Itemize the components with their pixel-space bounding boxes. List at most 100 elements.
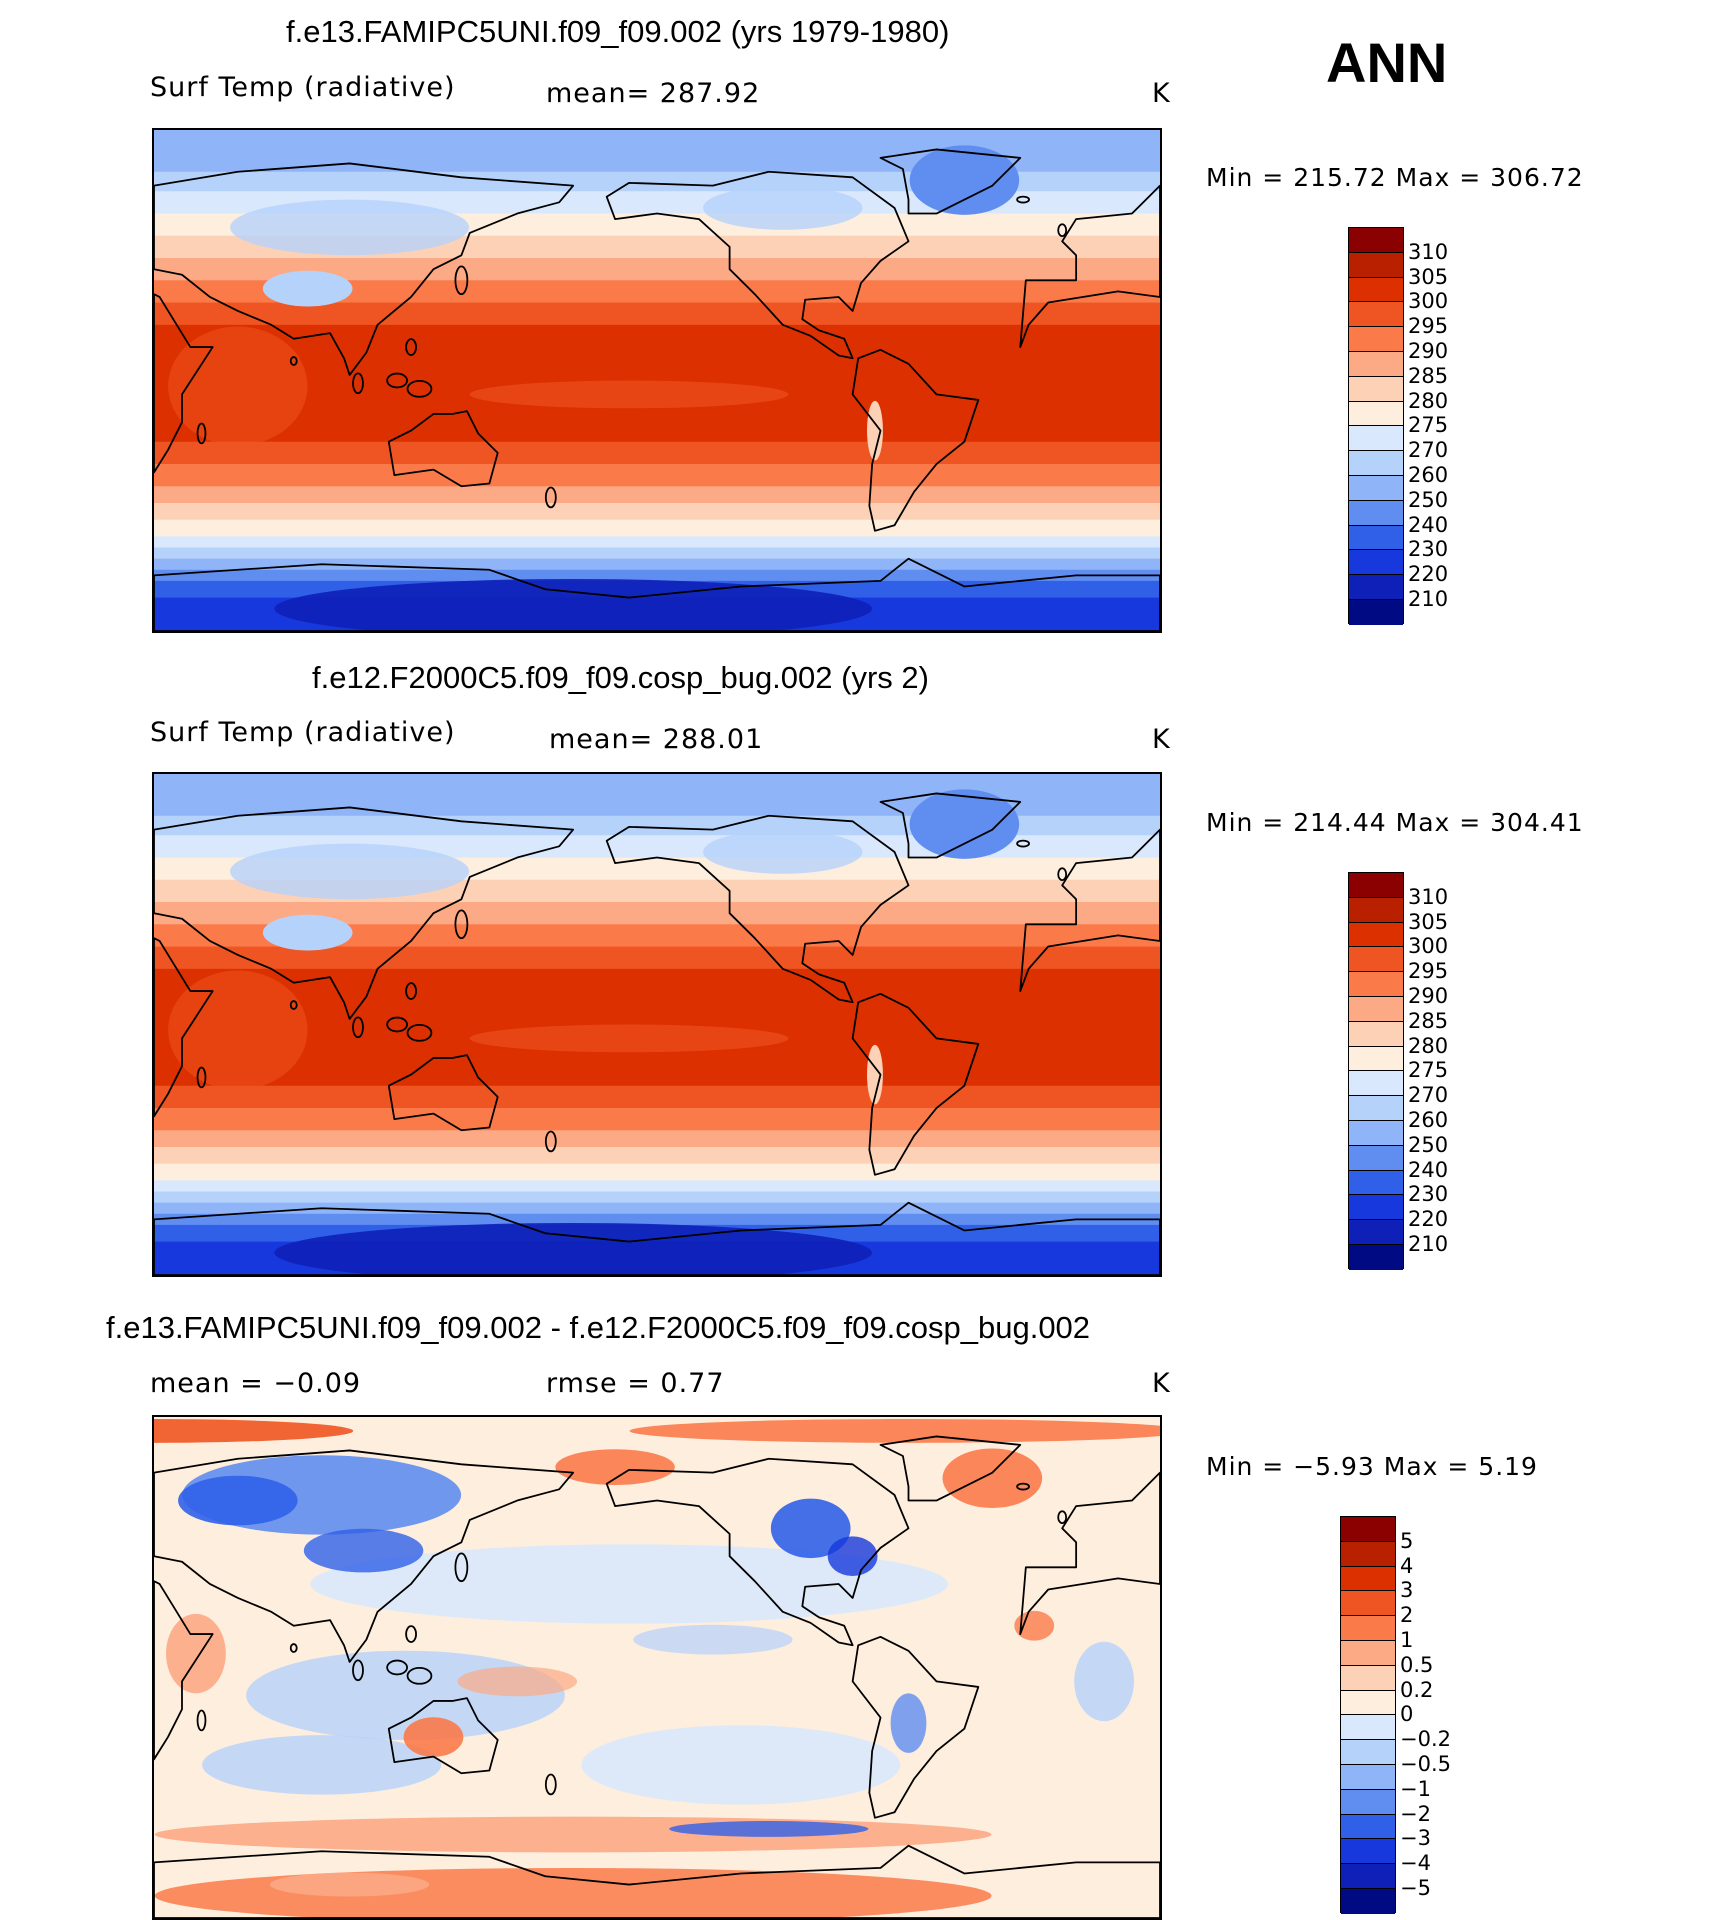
colorbar-tick-label: 285 [1408, 1008, 1449, 1033]
colorbar-tick-label: 275 [1408, 1058, 1449, 1083]
colorbar-swatch [1341, 1764, 1395, 1790]
colorbar-tick-label: 240 [1408, 512, 1449, 537]
colorbar-tick-label: 210 [1408, 587, 1449, 611]
colorbar-tick-label: 275 [1408, 413, 1449, 438]
colorbar-swatch [1349, 327, 1403, 352]
difference-map [152, 1415, 1162, 1920]
colorbar-swatch [1349, 351, 1403, 377]
colorbar-swatch [1349, 1220, 1403, 1245]
colorbar-tick-label: 260 [1408, 1108, 1449, 1132]
temperature-map [152, 128, 1162, 633]
colorbar-tick-label: 0.5 [1400, 1652, 1434, 1677]
colorbar-swatch [1349, 302, 1403, 328]
colorbar-tick-label: 280 [1408, 388, 1449, 413]
colorbar-swatch [1341, 1814, 1395, 1840]
colorbar-swatch [1341, 1715, 1395, 1741]
colorbar-swatch [1341, 1566, 1395, 1592]
units-label: K [1152, 724, 1171, 755]
colorbar-tick-label: −1 [1400, 1776, 1431, 1801]
colorbar-swatch [1349, 401, 1403, 427]
colorbar-tick-label: 3 [1400, 1578, 1414, 1603]
colorbar-swatch [1349, 922, 1403, 948]
colorbar-swatch [1341, 1690, 1395, 1716]
colorbar-tick-label: 285 [1408, 363, 1449, 388]
colorbar-swatch [1349, 228, 1403, 253]
colorbar-swatch [1349, 599, 1403, 625]
colorbar-swatch [1349, 996, 1403, 1022]
colorbar-swatch [1349, 252, 1403, 278]
min-max-label: Min = 214.44 Max = 304.41 [1206, 808, 1584, 837]
colorbar-tick-label: 270 [1408, 1083, 1449, 1108]
colorbar-swatch [1349, 500, 1403, 526]
colorbar-swatch [1349, 897, 1403, 923]
colorbar-tick-label: 210 [1408, 1232, 1449, 1256]
colorbar-tick-label: 0 [1400, 1702, 1414, 1727]
colorbar-swatch [1349, 376, 1403, 402]
colorbar-tick-label: 220 [1408, 1207, 1449, 1232]
colorbar-tick-label: 0.2 [1400, 1677, 1434, 1702]
coastlines [154, 792, 1160, 1275]
colorbar-swatch [1349, 277, 1403, 303]
colorbar-tick-label: 295 [1408, 314, 1449, 339]
colorbar-tick-label: 305 [1408, 264, 1449, 289]
colorbar-tick-label: 2 [1400, 1603, 1414, 1628]
panel-title: f.e13.FAMIPC5UNI.f09_f09.002 (yrs 1979-1… [286, 14, 950, 49]
colorbar-tick-label: 310 [1408, 884, 1449, 909]
colorbar-swatch [1341, 1640, 1395, 1666]
variable-label: Surf Temp (radiative) [150, 717, 456, 748]
colorbar-tick-label: 230 [1408, 1182, 1449, 1207]
colorbar-tick-label: −5 [1400, 1876, 1431, 1900]
colorbar-tick-label: 280 [1408, 1033, 1449, 1058]
mean-label: mean = −0.09 [150, 1368, 362, 1399]
colorbar-swatch [1349, 1096, 1403, 1121]
colorbar-swatch [1349, 1021, 1403, 1047]
mean-label: mean= 288.01 [549, 724, 764, 755]
colorbar-swatch [1341, 1665, 1395, 1691]
colorbar-swatch [1341, 1517, 1395, 1542]
season-label: ANN [1326, 31, 1448, 94]
colorbar-tick-label: 240 [1408, 1157, 1449, 1182]
colorbar-swatch [1349, 1046, 1403, 1072]
min-max-label: Min = 215.72 Max = 306.72 [1206, 163, 1584, 192]
colorbar-tick-label: 220 [1408, 562, 1449, 587]
units-label: K [1152, 78, 1171, 109]
colorbar-swatch [1349, 525, 1403, 551]
colorbar-tick-label: 250 [1408, 487, 1449, 512]
colorbar-tick-label: 300 [1408, 289, 1449, 314]
colorbar-tick-label: 250 [1408, 1132, 1449, 1157]
colorbar-swatch [1349, 451, 1403, 476]
colorbar-swatch [1349, 475, 1403, 501]
colorbar-swatch [1349, 972, 1403, 997]
mean-label: mean= 287.92 [546, 78, 761, 109]
colorbar-tick-label: −4 [1400, 1851, 1431, 1876]
colorbar-swatch [1341, 1591, 1395, 1617]
colorbar-swatch [1349, 1195, 1403, 1221]
colorbar-swatch [1341, 1616, 1395, 1641]
panel-title: f.e13.FAMIPC5UNI.f09_f09.002 - f.e12.F20… [106, 1310, 1091, 1345]
colorbar-swatch [1349, 426, 1403, 452]
colorbar-tick-label: −3 [1400, 1826, 1431, 1851]
colorbar-swatch [1349, 947, 1403, 973]
colorbar-tick-label: 290 [1408, 984, 1449, 1008]
colorbar-swatch [1341, 1740, 1395, 1765]
colorbar-swatch [1349, 1170, 1403, 1196]
panel-title: f.e12.F2000C5.f09_f09.cosp_bug.002 (yrs … [312, 660, 929, 695]
variable-label: Surf Temp (radiative) [150, 72, 456, 103]
colorbar-tick-label: 260 [1408, 463, 1449, 487]
colorbar-tick-label: 230 [1408, 537, 1449, 562]
colorbar-tick-label: 1 [1400, 1628, 1414, 1652]
colorbar-tick-label: 295 [1408, 959, 1449, 984]
colorbar-swatch [1349, 575, 1403, 600]
colorbar-swatch [1341, 1541, 1395, 1567]
colorbar-tick-label: 270 [1408, 438, 1449, 463]
colorbar-swatch [1349, 873, 1403, 898]
colorbar-tick-label: −0.5 [1400, 1752, 1451, 1776]
colorbar [1340, 1516, 1396, 1914]
colorbar-tick-label: 290 [1408, 339, 1449, 363]
colorbar-swatch [1341, 1864, 1395, 1889]
min-max-label: Min = −5.93 Max = 5.19 [1206, 1452, 1538, 1481]
colorbar-swatch [1341, 1888, 1395, 1914]
colorbar-swatch [1341, 1789, 1395, 1815]
colorbar-swatch [1349, 1145, 1403, 1171]
colorbar-tick-label: −2 [1400, 1801, 1431, 1826]
